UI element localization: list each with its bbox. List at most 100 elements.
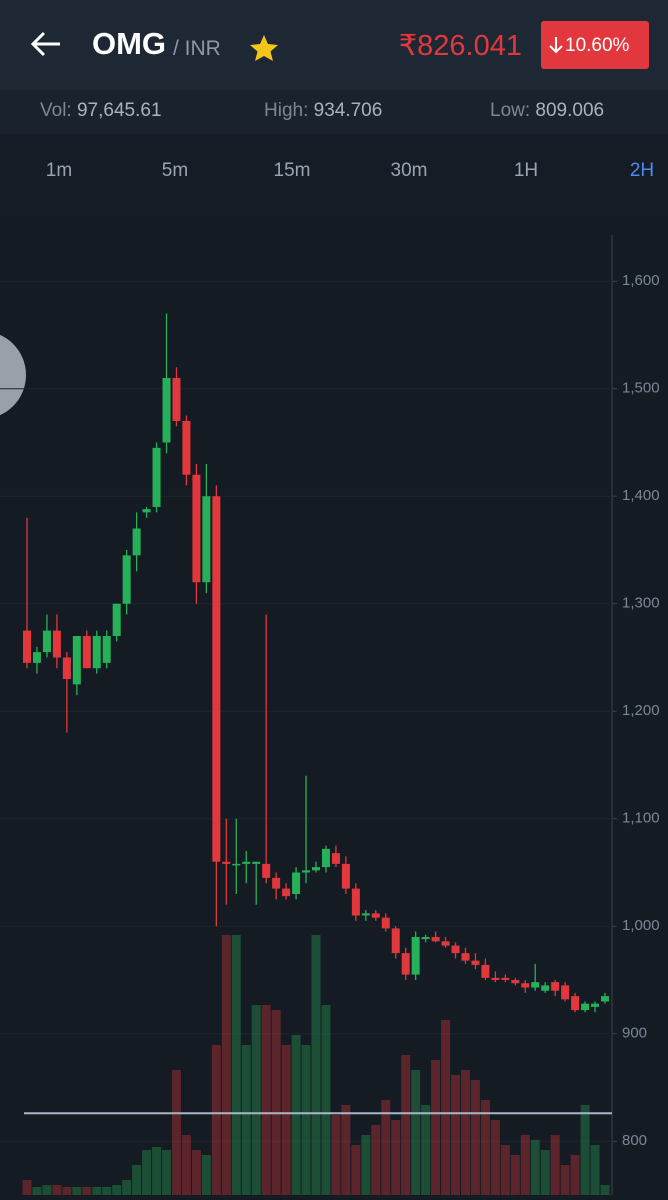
candle-body (351, 888, 360, 916)
interval-tab[interactable]: 30m (390, 160, 428, 181)
y-tick-label: 900 (622, 1025, 647, 1042)
volume-bar (510, 1155, 520, 1195)
volume-bar (490, 1120, 500, 1195)
candle-body (451, 945, 460, 954)
stat-label: High: (264, 100, 309, 121)
candle-body (371, 913, 380, 918)
candle-body (192, 474, 201, 583)
volume-bar (600, 1185, 610, 1195)
candle-body (82, 635, 91, 669)
y-tick-label: 1,200 (622, 702, 660, 719)
volume-bar (391, 1120, 401, 1195)
volume-bar (142, 1150, 152, 1195)
candle-body (212, 496, 221, 862)
stat-value: 97,645.61 (76, 100, 162, 121)
volume-bar (460, 1070, 470, 1195)
candle-body (282, 888, 291, 897)
y-tick-label: 1,000 (622, 917, 660, 934)
volume-bar (451, 1075, 461, 1195)
volume-bar (42, 1185, 52, 1195)
candle-body (541, 985, 550, 991)
volume-bar (211, 1045, 221, 1195)
volume-bar (540, 1150, 550, 1195)
volume-bar (381, 1100, 391, 1195)
volume-bar (371, 1125, 381, 1195)
volume-bar (341, 1105, 351, 1195)
side-handle[interactable] (0, 331, 26, 419)
candle-body (112, 603, 121, 636)
volume-bar (62, 1187, 72, 1195)
interval-tab[interactable]: 5m (161, 160, 189, 181)
candle-body (182, 420, 191, 475)
candle-body (122, 555, 131, 604)
volume-bar (122, 1180, 132, 1195)
y-tick-label: 1,100 (622, 810, 660, 827)
volume-bar (221, 935, 231, 1195)
candle-body (172, 377, 181, 421)
candle-body (521, 983, 530, 988)
volume-bar (231, 935, 241, 1195)
volume-bar (82, 1187, 92, 1195)
stat: Low: 809.006 (490, 100, 604, 122)
interval-tab[interactable]: 2H (629, 160, 655, 181)
candle-body (591, 1003, 600, 1007)
candle-body (92, 635, 101, 669)
y-tick-label: 1,500 (622, 380, 660, 397)
volume-bar (331, 1115, 341, 1195)
candle-body (32, 652, 41, 663)
change-badge: 10.60% (541, 21, 649, 69)
candle-body (252, 861, 261, 864)
stat-label: Low: (490, 100, 531, 121)
volume-bar (311, 935, 321, 1195)
volume-bar (241, 1045, 251, 1195)
y-tick-label: 1,300 (622, 595, 660, 612)
candle-body (331, 853, 340, 864)
volume-bar (580, 1105, 590, 1195)
volume-bar (590, 1145, 600, 1195)
candle-body (102, 635, 111, 663)
volume-bar (261, 1005, 271, 1195)
stat-value: 934.706 (313, 100, 383, 121)
volume-bar (72, 1187, 82, 1195)
volume-bar (271, 1010, 281, 1195)
interval-tab[interactable]: 15m (273, 160, 311, 181)
candle-body (341, 863, 350, 889)
interval-tab[interactable]: 1H (513, 160, 539, 181)
candle-body (491, 977, 500, 980)
volume-bar (201, 1155, 211, 1195)
volume-bar (500, 1145, 510, 1195)
volume-bar (162, 1150, 172, 1195)
stat: High: 934.706 (264, 100, 382, 122)
volume-bar (550, 1135, 560, 1195)
stat-label: Vol: (40, 100, 72, 121)
volume-bar (421, 1105, 431, 1195)
back-button[interactable] (30, 30, 62, 58)
volume-bar (530, 1140, 540, 1195)
candle-body (312, 867, 320, 871)
volume-bar (112, 1185, 122, 1195)
volume-bar (431, 1060, 441, 1195)
candle-body (511, 979, 520, 984)
volume-bar (92, 1187, 102, 1195)
candle-body (431, 936, 440, 942)
candle-body (232, 863, 241, 866)
volume-bar (181, 1135, 191, 1195)
volume-bar (470, 1080, 480, 1195)
candle-body (561, 985, 570, 1000)
candle-body (361, 913, 370, 916)
interval-tabs (0, 134, 668, 210)
candle-body (132, 528, 141, 556)
price: ₹826.041 (398, 30, 522, 62)
stat: Vol: 97,645.61 (40, 100, 162, 122)
candle-body (581, 1003, 590, 1011)
favorite-star[interactable] (249, 34, 279, 62)
candle-body (601, 996, 609, 1002)
candle-body (302, 870, 311, 873)
volume-bar (411, 1070, 421, 1195)
volume-bar (480, 1100, 490, 1195)
y-tick-label: 800 (622, 1132, 647, 1149)
volume-bar (251, 1005, 261, 1195)
volume-bar (152, 1147, 162, 1195)
interval-tab[interactable]: 1m (45, 160, 73, 181)
